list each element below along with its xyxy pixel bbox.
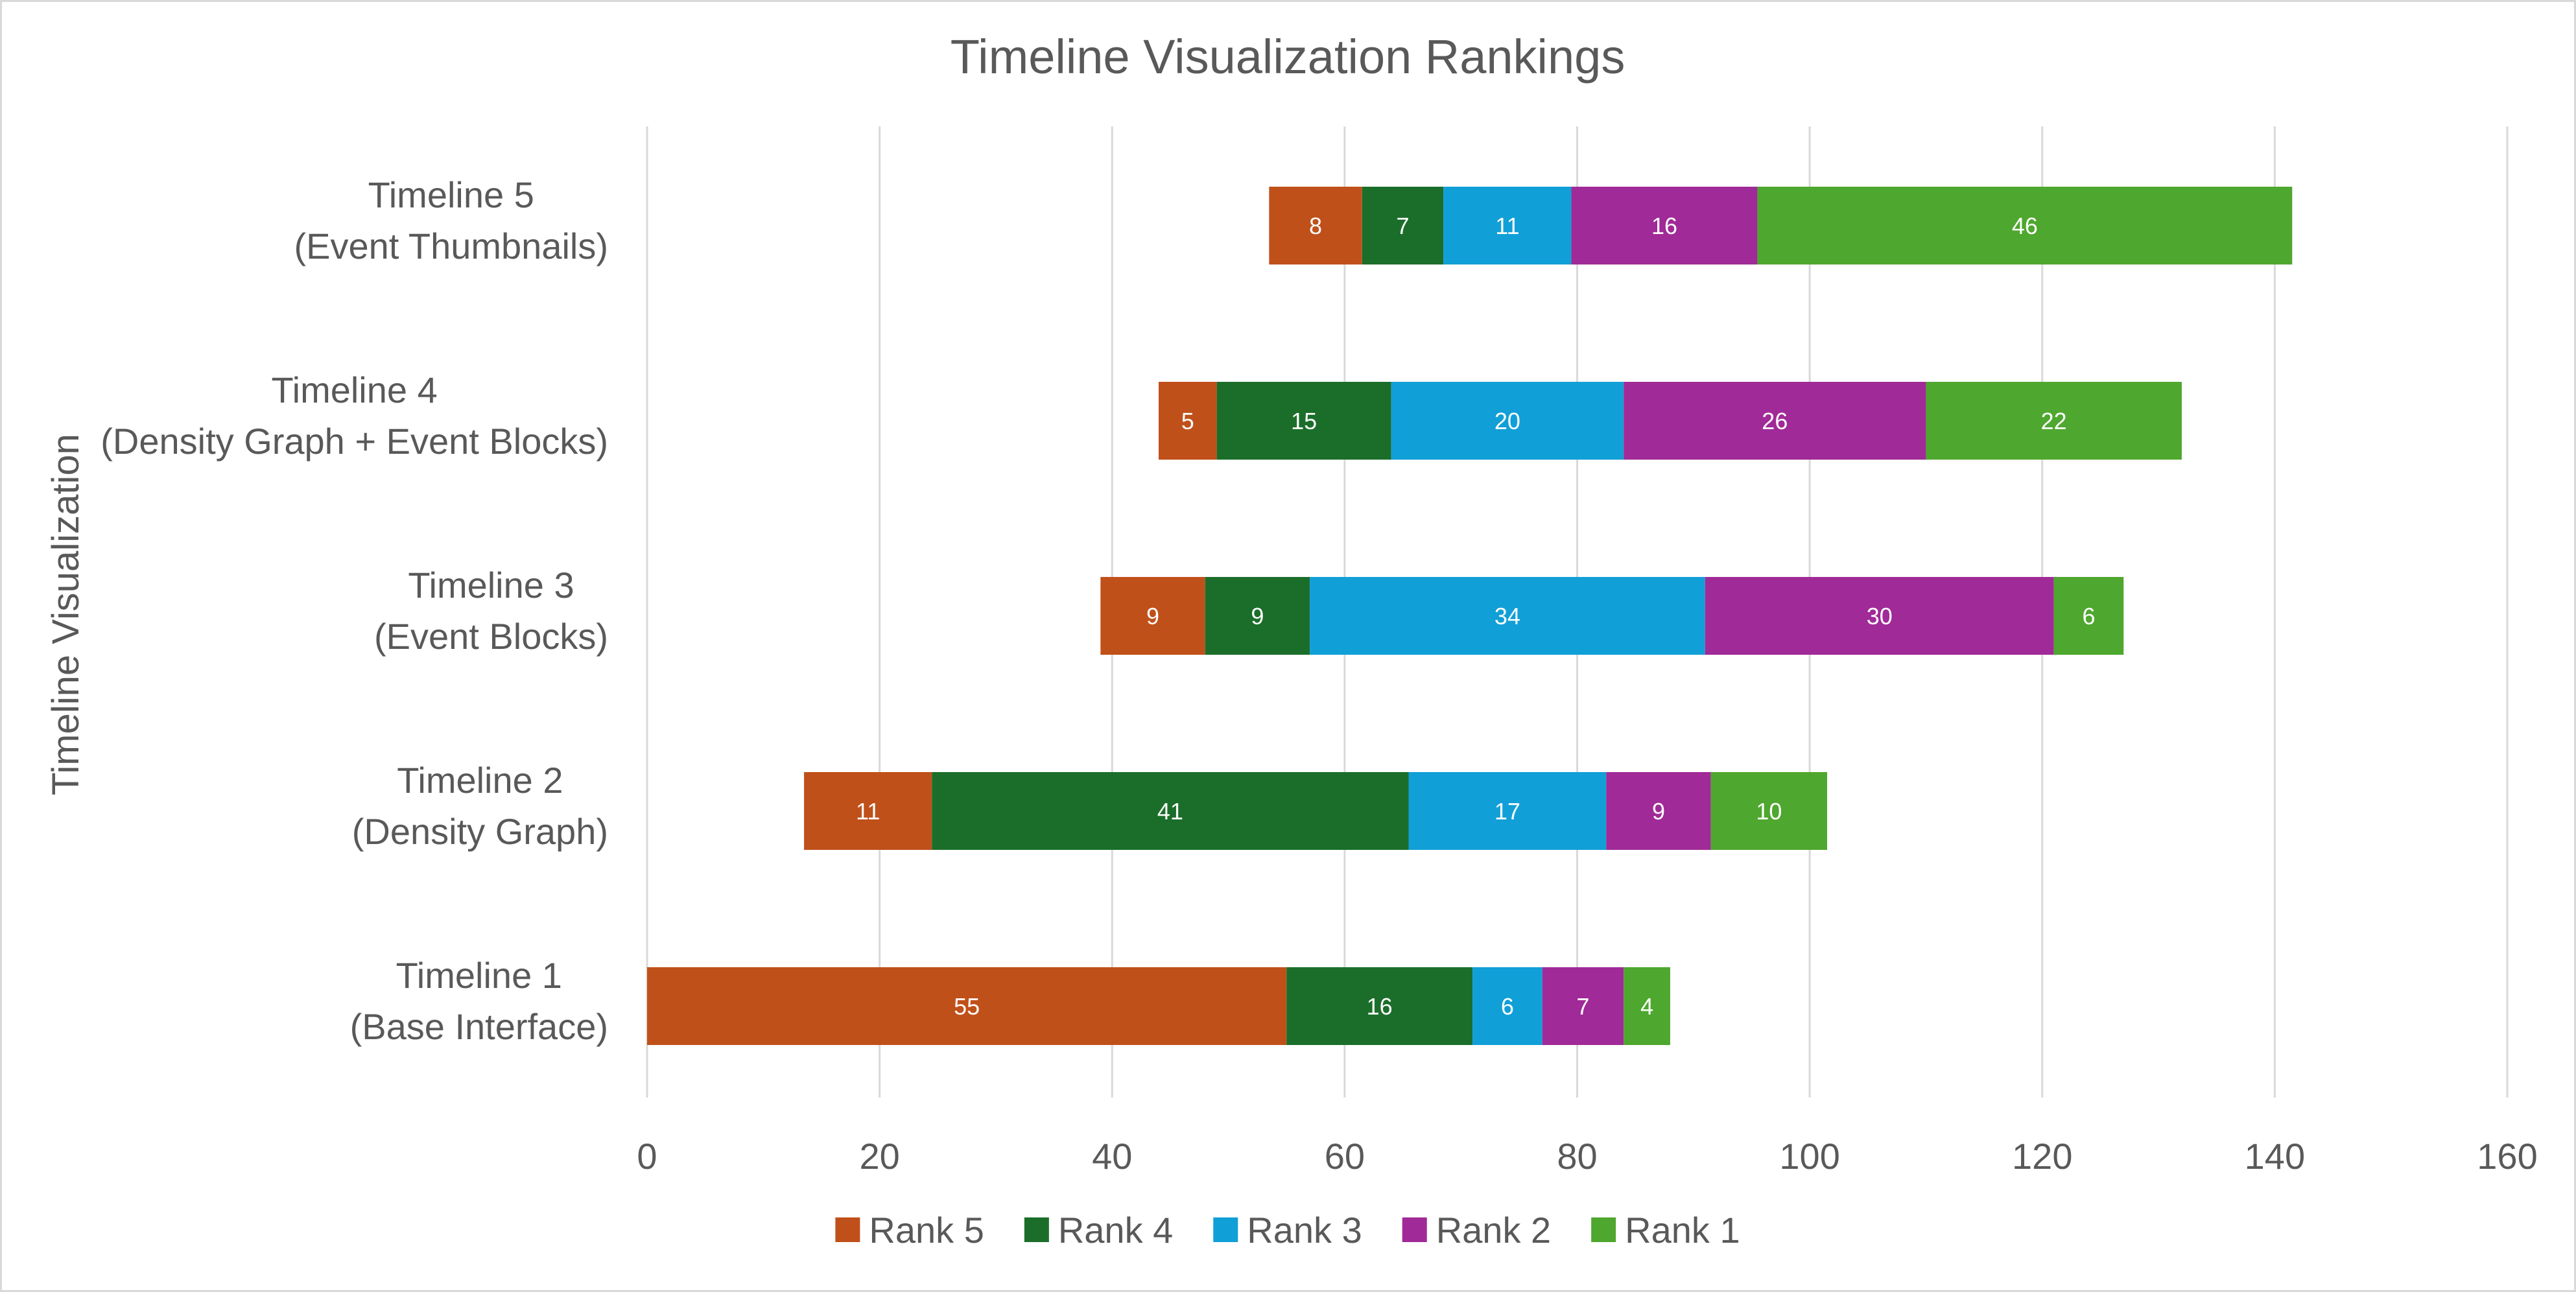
category-label: Timeline 1 [396,955,562,996]
bar-segment [1710,772,1828,850]
bar-segment [1269,187,1362,264]
category-label: (Density Graph) [352,811,608,852]
bar-segment [1391,382,1624,460]
x-tick-label: 40 [1092,1136,1132,1177]
legend-label: Rank 1 [1625,1210,1740,1251]
bar-segment [1216,382,1391,460]
x-tick-label: 60 [1325,1136,1365,1177]
bar-segment [1571,187,1758,264]
bar-segment [1705,577,2054,655]
x-axis-ticks: 0 20 40 60 80 100 120 140 160 [637,1136,2537,1177]
x-tick-label: 140 [2245,1136,2305,1177]
bar-segment [1624,967,1670,1045]
legend-swatch [1213,1217,1238,1242]
category-label: (Event Blocks) [374,616,608,657]
data-label: 9 [1146,603,1159,629]
data-label: 46 [2012,213,2038,239]
bar-segment [1286,967,1473,1045]
data-label: 5 [1181,408,1194,434]
x-tick-label: 100 [1779,1136,1839,1177]
legend-label: Rank 2 [1436,1210,1551,1251]
data-label: 6 [2082,603,2095,629]
legend-swatch [1591,1217,1616,1242]
bar-segment [2053,577,2124,655]
bar-segment [1926,382,2182,460]
y-axis-title: Timeline Visualization [45,434,87,795]
x-tick-label: 160 [2477,1136,2537,1177]
bar-segment [1624,382,1926,460]
x-tick-label: 20 [859,1136,899,1177]
data-label: 6 [1501,993,1514,1020]
data-label: 16 [1367,993,1393,1020]
data-label: 16 [1651,213,1677,239]
bar-segment [1443,187,1572,264]
data-label: 41 [1157,798,1183,825]
bar-segment [1100,577,1205,655]
bar-segment [932,772,1409,850]
category-label: Timeline 3 [408,565,574,605]
bar-segment [1472,967,1542,1045]
legend-item: Rank 2 [1402,1210,1551,1251]
bar-segment [1158,382,1217,460]
data-label: 10 [1756,798,1782,825]
legend-swatch [1024,1217,1049,1242]
data-label: 9 [1251,603,1264,629]
legend-swatch [1402,1217,1427,1242]
data-label: 26 [1762,408,1788,434]
category-labels: Timeline 1 (Base Interface) Timeline 2 (Den… [100,174,608,1047]
legend: Rank 5 Rank 4 Rank 3 Rank 2 Rank 1 [835,1210,1740,1251]
bar-segment [647,967,1287,1045]
category-label: Timeline 5 [368,174,534,215]
data-label: 11 [1495,213,1519,239]
bar-segment [1757,187,2293,264]
legend-label: Rank 4 [1058,1210,1173,1251]
data-label: 22 [2041,408,2067,434]
data-label: 7 [1397,213,1410,239]
category-label: Timeline 2 [397,760,563,801]
category-label: (Event Thumbnails) [294,226,608,266]
legend-item: Rank 5 [835,1210,984,1251]
bar-segment [1205,577,1310,655]
category-label: Timeline 4 [272,370,438,410]
data-label: 8 [1309,213,1322,239]
data-label: 7 [1576,993,1589,1020]
bar-segment [1408,772,1607,850]
data-label: 20 [1495,408,1520,434]
x-tick-label: 0 [637,1136,657,1177]
x-tick-label: 120 [2012,1136,2072,1177]
legend-item: Rank 4 [1024,1210,1173,1251]
data-label: 30 [1867,603,1893,629]
x-tick-label: 80 [1557,1136,1597,1177]
bar-segment [1542,967,1624,1045]
data-label: 55 [954,993,980,1020]
data-label: 15 [1291,408,1317,434]
category-label: (Base Interface) [350,1006,608,1047]
bar-segment [1362,187,1444,264]
legend-label: Rank 3 [1247,1210,1362,1251]
data-label: 4 [1640,993,1653,1020]
bar-segment [1606,772,1711,850]
data-label: 11 [856,798,880,825]
legend-item: Rank 1 [1591,1210,1740,1251]
data-label: 9 [1652,798,1665,825]
legend-item: Rank 3 [1213,1210,1362,1251]
bars: 55 16 6 7 4 11 41 17 9 10 9 9 34 30 6 5 15 20 26 22 8 7 11 16 46 [647,187,2293,1045]
legend-swatch [835,1217,860,1242]
chart-title: Timeline Visualization Rankings [951,30,1625,84]
bar-segment [804,772,932,850]
category-label: (Density Graph + Event Blocks) [100,421,608,462]
data-label: 34 [1495,603,1520,629]
bar-segment [1310,577,1705,655]
legend-label: Rank 5 [869,1210,984,1251]
data-label: 17 [1495,798,1520,825]
